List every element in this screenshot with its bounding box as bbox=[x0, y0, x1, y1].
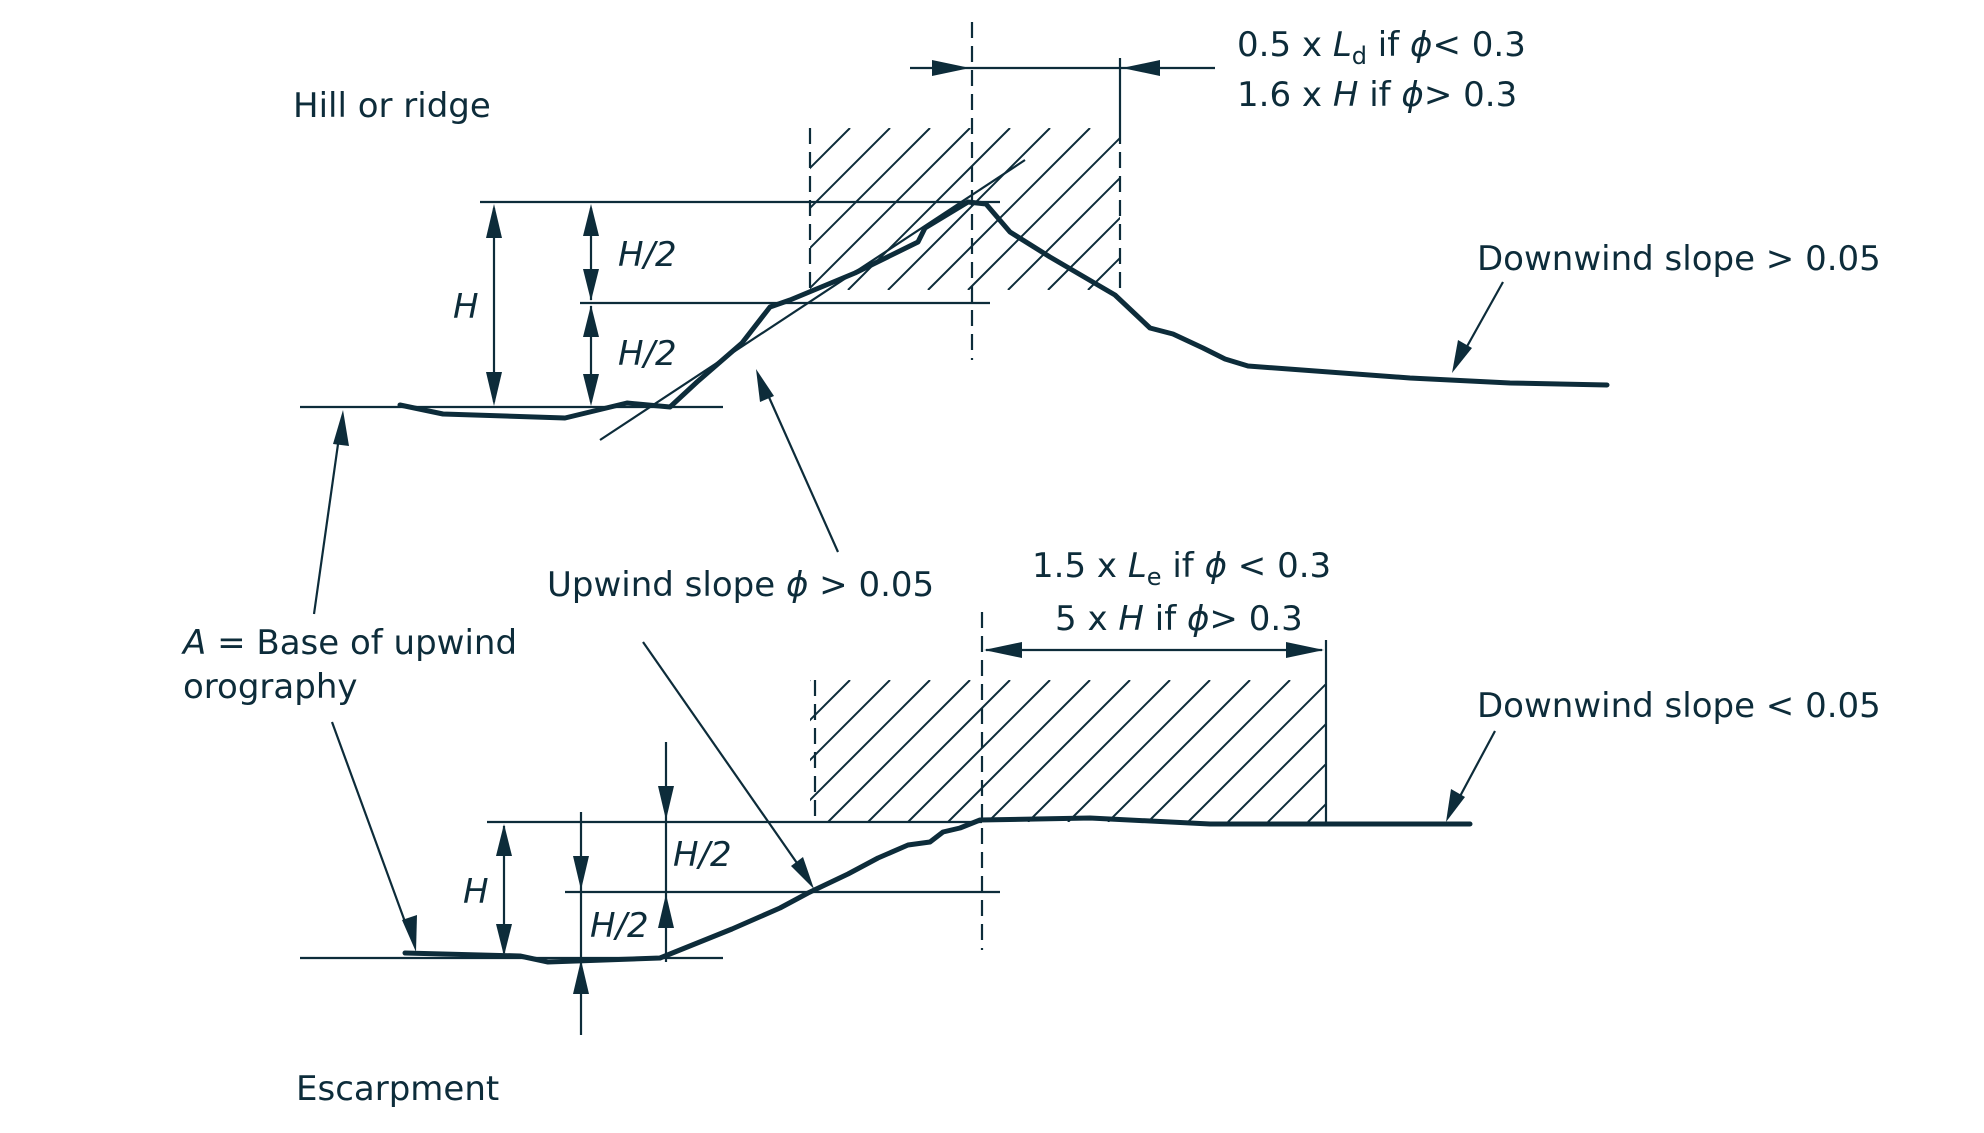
hill-upper-half-label: H/2 bbox=[618, 235, 677, 275]
arrowhead bbox=[496, 924, 512, 956]
hatch-line bbox=[947, 680, 1091, 822]
hill-diagram: Hill or ridge H H/2 H/2 0.5 x Ld i bbox=[293, 22, 1881, 441]
escarpment-downwind-pointer bbox=[1457, 730, 1496, 801]
hatch-line bbox=[987, 680, 1131, 822]
hill-downwind-pointer bbox=[1464, 281, 1504, 351]
arrowhead bbox=[1122, 60, 1160, 76]
escarpment-zone-length-label: 1.5 x Le if ϕ < 0.3 bbox=[1032, 546, 1331, 591]
arrowhead bbox=[932, 60, 970, 76]
escarpment-lower-half-label: H/2 bbox=[590, 906, 649, 946]
arrowhead bbox=[496, 824, 512, 856]
hill-downwind-slope-label: Downwind slope > 0.05 bbox=[1477, 239, 1881, 279]
hatch-line bbox=[1227, 723, 1325, 822]
escarpment-zone-height-label: 5 x H if ϕ> 0.3 bbox=[1055, 599, 1303, 639]
escarpment-hatched-zone bbox=[810, 680, 1325, 822]
hill-terrain-profile bbox=[397, 199, 1610, 421]
hatch-line bbox=[887, 128, 1051, 290]
arrowhead bbox=[1446, 789, 1465, 822]
hatch-line bbox=[1027, 680, 1171, 822]
upwind-slope-label: Upwind slope ϕ > 0.05 bbox=[547, 565, 934, 605]
hill-zone-height-label: 1.6 x H if ϕ> 0.3 bbox=[1237, 75, 1517, 115]
arrowhead bbox=[402, 915, 417, 952]
hatch-line bbox=[810, 680, 811, 682]
escarpment-downwind-slope-label: Downwind slope < 0.05 bbox=[1477, 686, 1881, 726]
hatch-line bbox=[810, 128, 971, 290]
hill-zone-length-label: 0.5 x Ld if ϕ< 0.3 bbox=[1237, 25, 1526, 70]
arrowhead bbox=[1286, 642, 1324, 658]
hatch-line bbox=[827, 680, 971, 822]
arrowhead bbox=[333, 410, 349, 446]
arrowhead bbox=[583, 305, 599, 337]
escarpment-height-label: H bbox=[463, 872, 489, 912]
hatch-line bbox=[810, 128, 931, 250]
arrowhead bbox=[658, 894, 674, 928]
arrowhead bbox=[486, 372, 502, 406]
hatch-line bbox=[967, 136, 1120, 290]
base-label-line1: A = Base of upwind bbox=[181, 623, 517, 663]
arrowhead bbox=[984, 642, 1022, 658]
arrowhead bbox=[658, 786, 674, 820]
hatch-line bbox=[1267, 763, 1325, 822]
hatch-line bbox=[1147, 680, 1291, 822]
hill-title: Hill or ridge bbox=[293, 86, 491, 126]
hatch-line bbox=[1047, 216, 1120, 290]
hatch-line bbox=[810, 680, 931, 802]
escarpment-terrain-profile bbox=[402, 815, 1473, 965]
hatch-line bbox=[1107, 680, 1251, 822]
hatch-line bbox=[1067, 680, 1211, 822]
arrowhead bbox=[583, 204, 599, 236]
hatch-line bbox=[810, 680, 851, 722]
escarpment-upper-half-label: H/2 bbox=[673, 835, 732, 875]
hatch-line bbox=[810, 680, 891, 762]
arrowhead bbox=[583, 374, 599, 406]
arrowhead bbox=[573, 856, 589, 890]
hatch-line bbox=[867, 680, 1011, 822]
escarpment-diagram: Escarpment 1.5 x Le if ϕ < 0.3 5 x H if … bbox=[296, 546, 1881, 1109]
arrowhead bbox=[791, 857, 814, 889]
hatch-line bbox=[1087, 256, 1120, 290]
hatch-line bbox=[810, 128, 891, 210]
hatch-line bbox=[810, 128, 851, 170]
hatch-line bbox=[1307, 803, 1325, 822]
hatch-line bbox=[1187, 683, 1325, 822]
base-pointer-escarpment bbox=[330, 721, 410, 931]
escarpment-title: Escarpment bbox=[296, 1069, 499, 1109]
hill-lower-half-label: H/2 bbox=[618, 334, 677, 374]
shared-annotations: Upwind slope ϕ > 0.05 A = Base of upwind… bbox=[181, 369, 934, 952]
arrowhead bbox=[756, 369, 774, 402]
upwind-slope-pointer-hill bbox=[762, 385, 840, 553]
upwind-slope-pointer-escarpment bbox=[642, 641, 807, 877]
arrowhead bbox=[1452, 340, 1472, 373]
base-label-line2: orography bbox=[183, 667, 357, 707]
arrowhead bbox=[583, 269, 599, 301]
hatch-line bbox=[927, 128, 1091, 290]
hill-height-label: H bbox=[453, 287, 479, 327]
arrowhead bbox=[486, 204, 502, 238]
hatch-line bbox=[1007, 176, 1120, 290]
hatch-line bbox=[907, 680, 1051, 822]
arrowhead bbox=[573, 960, 589, 994]
hill-average-slope-line bbox=[599, 159, 1026, 441]
base-pointer-hill bbox=[312, 429, 342, 615]
